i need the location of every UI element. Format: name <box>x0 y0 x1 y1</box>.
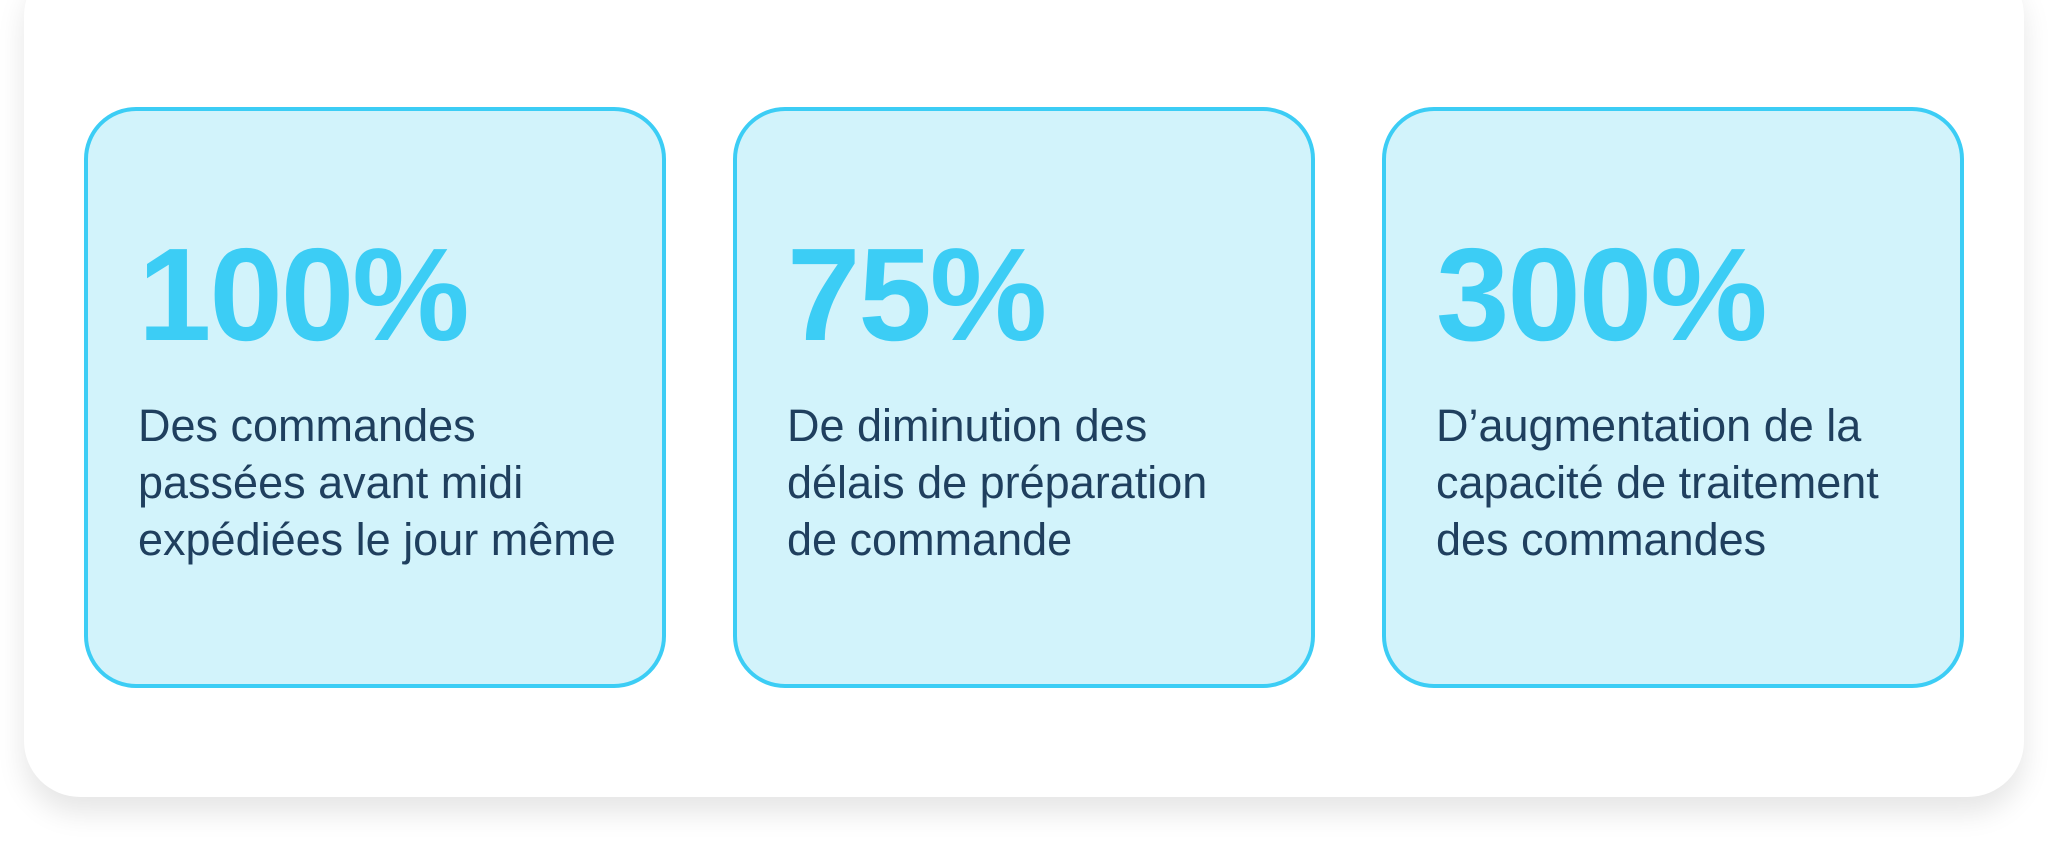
description-line: expédiées le jour même <box>138 514 616 565</box>
stat-value: 100% <box>138 221 470 368</box>
description-line: passées avant midi <box>138 457 524 508</box>
description-line: D’augmentation de la <box>1436 400 1862 451</box>
description-line: De diminution des <box>787 400 1148 451</box>
stat-card: 100% Des commandes passées avant midi expéd… <box>84 107 666 688</box>
stat-value: 75% <box>787 221 1047 368</box>
description-line: Des commandes <box>138 400 476 451</box>
stat-description: Des commandes passées avant midi expédiées… <box>138 397 616 568</box>
description-line: délais de préparation <box>787 457 1208 508</box>
description-line: capacité de traitement <box>1436 457 1879 508</box>
description-line: des commandes <box>1436 514 1767 565</box>
stat-description: D’augmentation de la capacité de traiteme… <box>1436 397 1879 568</box>
description-line: de commande <box>787 514 1073 565</box>
stat-value: 300% <box>1436 221 1768 368</box>
stat-card: 75% De diminution des délais de préparatio… <box>733 107 1315 688</box>
stat-card: 300% D’augmentation de la capacité de trai… <box>1382 107 1964 688</box>
stat-description: De diminution des délais de préparation de… <box>787 397 1207 568</box>
